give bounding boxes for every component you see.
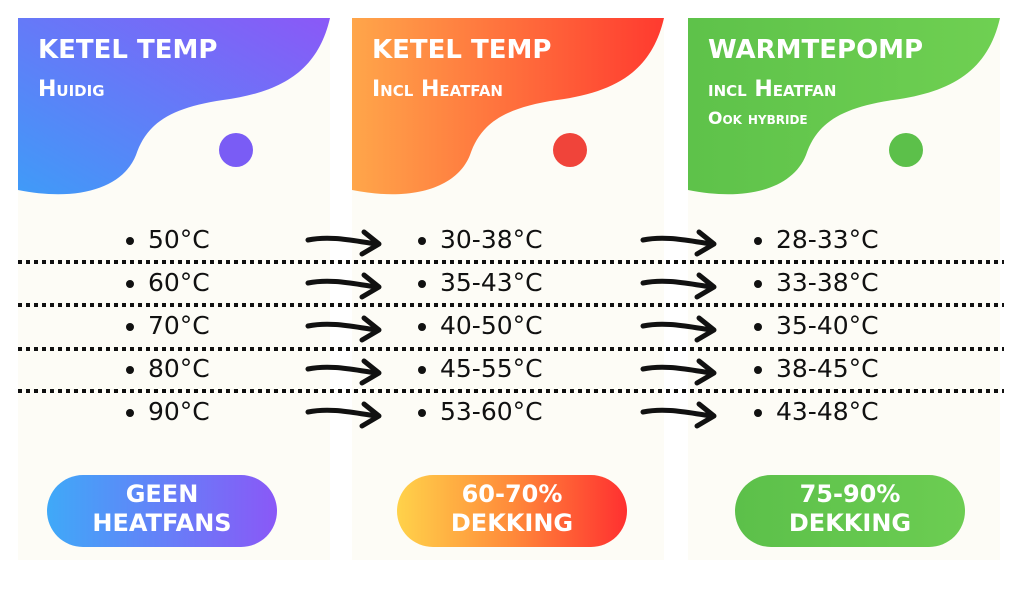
arrow bbox=[305, 272, 382, 300]
temperature: 80°C bbox=[148, 354, 210, 383]
bullet bbox=[418, 409, 426, 417]
header-subtitle: Ook hybride bbox=[708, 109, 808, 129]
temperature: 50°C bbox=[148, 225, 210, 254]
badge-text: 75-90% bbox=[800, 480, 901, 508]
temperature: 90°C bbox=[148, 397, 210, 426]
header-shape bbox=[688, 18, 1000, 195]
header-shape bbox=[352, 18, 664, 195]
bullet bbox=[418, 280, 426, 288]
badge bbox=[397, 475, 627, 547]
dot bbox=[553, 133, 587, 167]
badge-text: DEKKING bbox=[451, 509, 573, 537]
column: KETEL TEMP Incl Heatfan 30-38°C 35-43°C 40-5… bbox=[352, 18, 664, 560]
temperature: 38-45°C bbox=[776, 354, 879, 383]
temperature: 53-60°C bbox=[440, 397, 543, 426]
temperature: 30-38°C bbox=[440, 225, 543, 254]
temperature: 35-40°C bbox=[776, 311, 879, 340]
temperature: 35-43°C bbox=[440, 268, 543, 297]
badge-text: HEATFANS bbox=[92, 509, 231, 537]
bullet bbox=[126, 323, 134, 331]
arrow bbox=[640, 272, 717, 300]
badge-text: GEEN bbox=[126, 480, 199, 508]
bullet bbox=[126, 280, 134, 288]
column: WARMTEPOMP incl Heatfan Ook hybride 28-33°C… bbox=[688, 18, 1000, 560]
bullet bbox=[754, 280, 762, 288]
bullet bbox=[754, 366, 762, 374]
arrow bbox=[640, 315, 717, 343]
arrow bbox=[640, 358, 717, 386]
bullet bbox=[418, 237, 426, 245]
temperature: 60°C bbox=[148, 268, 210, 297]
bullet bbox=[418, 323, 426, 331]
header-title: KETEL TEMP bbox=[372, 35, 551, 65]
bullet bbox=[754, 237, 762, 245]
header-title: WARMTEPOMP bbox=[708, 35, 923, 65]
header-subtitle: Huidig bbox=[38, 77, 105, 102]
dot bbox=[889, 133, 923, 167]
badge bbox=[47, 475, 277, 547]
badge-text: DEKKING bbox=[789, 509, 911, 537]
header-shape bbox=[18, 18, 330, 195]
temperature: 33-38°C bbox=[776, 268, 879, 297]
column: KETEL TEMP Huidig 50°C 60°C 70°C 80°C 90°C GEEN… bbox=[18, 18, 330, 560]
dot bbox=[219, 133, 253, 167]
badge-text: 60-70% bbox=[462, 480, 563, 508]
bullet bbox=[126, 409, 134, 417]
bullet bbox=[754, 323, 762, 331]
arrow bbox=[305, 401, 382, 429]
arrow bbox=[640, 229, 717, 257]
bullet bbox=[754, 409, 762, 417]
temperature: 70°C bbox=[148, 311, 210, 340]
temperature: 43-48°C bbox=[776, 397, 879, 426]
bullet bbox=[126, 237, 134, 245]
arrow bbox=[305, 315, 382, 343]
arrow bbox=[305, 358, 382, 386]
temperature: 40-50°C bbox=[440, 311, 543, 340]
header-subtitle: incl Heatfan bbox=[708, 77, 836, 102]
bullet bbox=[418, 366, 426, 374]
content: KETEL TEMP Huidig 50°C 60°C 70°C 80°C 90°C GEEN… bbox=[18, 18, 1004, 560]
temperature: 28-33°C bbox=[776, 225, 879, 254]
badge bbox=[735, 475, 965, 547]
arrow bbox=[305, 229, 382, 257]
temperature: 45-55°C bbox=[440, 354, 543, 383]
header-subtitle: Incl Heatfan bbox=[372, 77, 503, 102]
header-title: KETEL TEMP bbox=[38, 35, 217, 65]
bullet bbox=[126, 366, 134, 374]
arrow bbox=[640, 401, 717, 429]
